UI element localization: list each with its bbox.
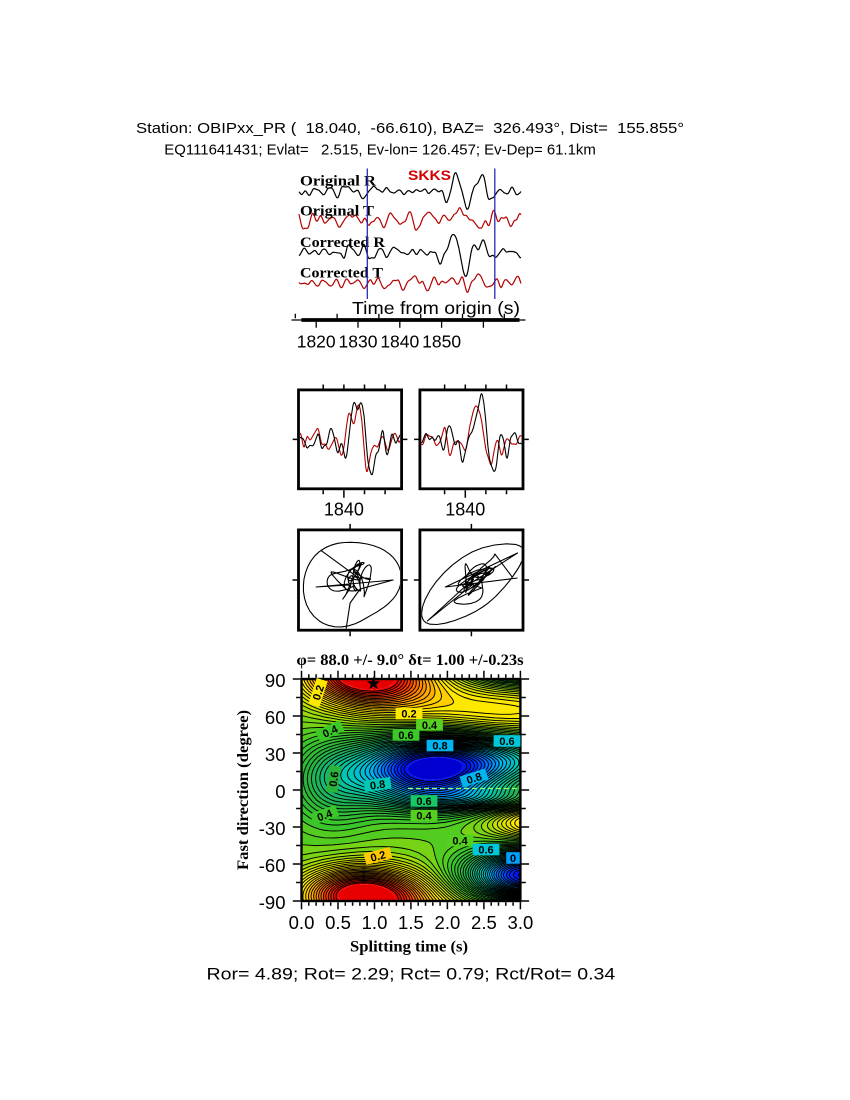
svg-text:2.0: 2.0 — [435, 912, 461, 933]
svg-text:0.4: 0.4 — [316, 807, 335, 824]
svg-text:0.6: 0.6 — [398, 730, 413, 742]
svg-text:1.0: 1.0 — [362, 912, 388, 933]
svg-text:1.5: 1.5 — [398, 912, 424, 933]
svg-text:0.8: 0.8 — [465, 771, 483, 787]
svg-text:Splitting time (s): Splitting time (s) — [350, 939, 468, 956]
svg-text:0.8: 0.8 — [369, 779, 386, 793]
svg-text:30: 30 — [265, 744, 286, 765]
svg-text:0.4: 0.4 — [452, 836, 468, 848]
svg-text:0: 0 — [275, 781, 285, 802]
svg-text:-90: -90 — [259, 892, 286, 913]
svg-text:0.6: 0.6 — [478, 845, 493, 857]
svg-text:2.5: 2.5 — [471, 912, 497, 933]
svg-text:Fast direction (degree): Fast direction (degree) — [235, 710, 252, 870]
svg-text:0: 0 — [510, 853, 516, 865]
svg-text:0.2: 0.2 — [311, 684, 327, 702]
svg-text:1850: 1850 — [422, 332, 461, 352]
svg-text:1820: 1820 — [297, 332, 336, 352]
svg-text:-60: -60 — [259, 855, 286, 876]
svg-text:0.8: 0.8 — [432, 741, 447, 753]
svg-text:1840: 1840 — [380, 332, 419, 352]
svg-text:0.6: 0.6 — [416, 796, 431, 808]
svg-text:0.4: 0.4 — [416, 811, 432, 823]
svg-text:Ror= 4.89; Rot= 2.29; Rct= 0.7: Ror= 4.89; Rot= 2.29; Rct= 0.79; Rct/Rot… — [207, 965, 616, 984]
svg-text:Original T: Original T — [300, 204, 374, 220]
svg-text:0.5: 0.5 — [325, 912, 351, 933]
svg-text:Corrected R: Corrected R — [300, 235, 385, 251]
svg-text:0.2: 0.2 — [401, 709, 416, 721]
svg-text:60: 60 — [265, 707, 286, 728]
svg-text:0.2: 0.2 — [369, 849, 387, 865]
svg-text:Station: OBIPxx_PR ( 18.040,: Station: OBIPxx_PR ( 18.040, -66.610), B… — [136, 120, 684, 137]
svg-text:0.6: 0.6 — [328, 771, 342, 788]
svg-text:0.6: 0.6 — [499, 736, 514, 748]
svg-text:1840: 1840 — [324, 500, 364, 520]
svg-text:Original R: Original R — [300, 174, 376, 190]
svg-text:-30: -30 — [259, 818, 286, 839]
svg-text:1830: 1830 — [339, 332, 378, 352]
svg-text:Corrected T: Corrected T — [300, 266, 383, 282]
svg-text:0.4: 0.4 — [422, 720, 438, 732]
svg-text:3.0: 3.0 — [508, 912, 534, 933]
svg-text:SKKS: SKKS — [408, 167, 451, 183]
svg-text:Time from origin (s): Time from origin (s) — [352, 298, 520, 318]
svg-text:90: 90 — [265, 670, 286, 691]
svg-text:0.0: 0.0 — [289, 912, 315, 933]
svg-text:φ= 88.0 +/- 9.0° δt= 1.00 +/-0: φ= 88.0 +/- 9.0° δt= 1.00 +/-0.23s — [297, 652, 524, 669]
svg-text:EQ111641431; Evlat= 2.515, E: EQ111641431; Evlat= 2.515, Ev-lon= 126.4… — [164, 142, 596, 159]
svg-text:1840: 1840 — [445, 500, 485, 520]
